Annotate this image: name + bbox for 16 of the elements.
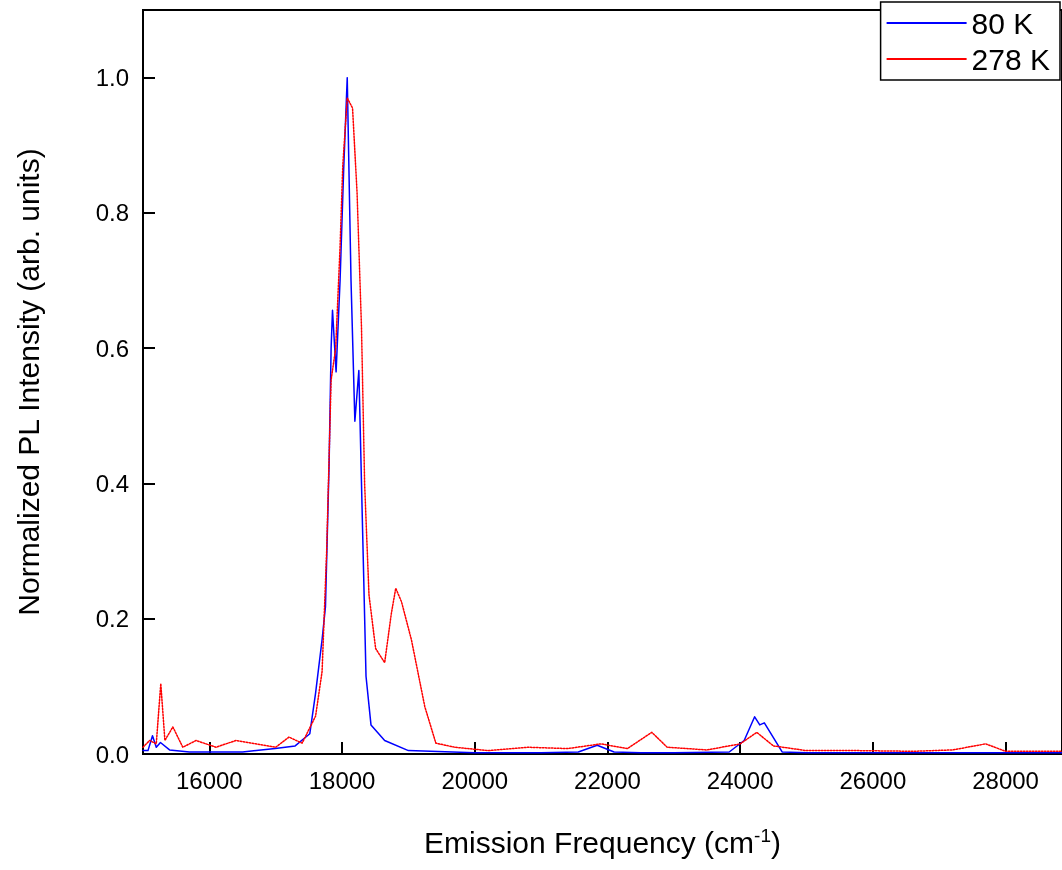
- y-tick-label: 0.8: [95, 199, 129, 227]
- x-tick-label: 28000: [972, 766, 1039, 794]
- legend-label: 278 K: [971, 42, 1051, 76]
- legend-label: 80 K: [971, 6, 1034, 40]
- x-tick-label: 24000: [706, 766, 774, 794]
- x-tick-label: 16000: [175, 766, 243, 794]
- y-tick-label: 1.0: [95, 64, 129, 92]
- x-tick-label: 26000: [839, 766, 907, 794]
- x-tick-label: 18000: [308, 766, 376, 794]
- y-axis-title: Normalized PL Intensity (arb. units): [11, 148, 45, 616]
- x-tick-label: 22000: [574, 766, 641, 794]
- y-tick-label: 0.4: [95, 469, 129, 497]
- y-tick-label: 0.2: [95, 605, 129, 633]
- y-tick-label: 0.6: [95, 334, 129, 362]
- y-tick-label: 0.0: [95, 740, 129, 768]
- x-tick-label: 20000: [441, 766, 509, 794]
